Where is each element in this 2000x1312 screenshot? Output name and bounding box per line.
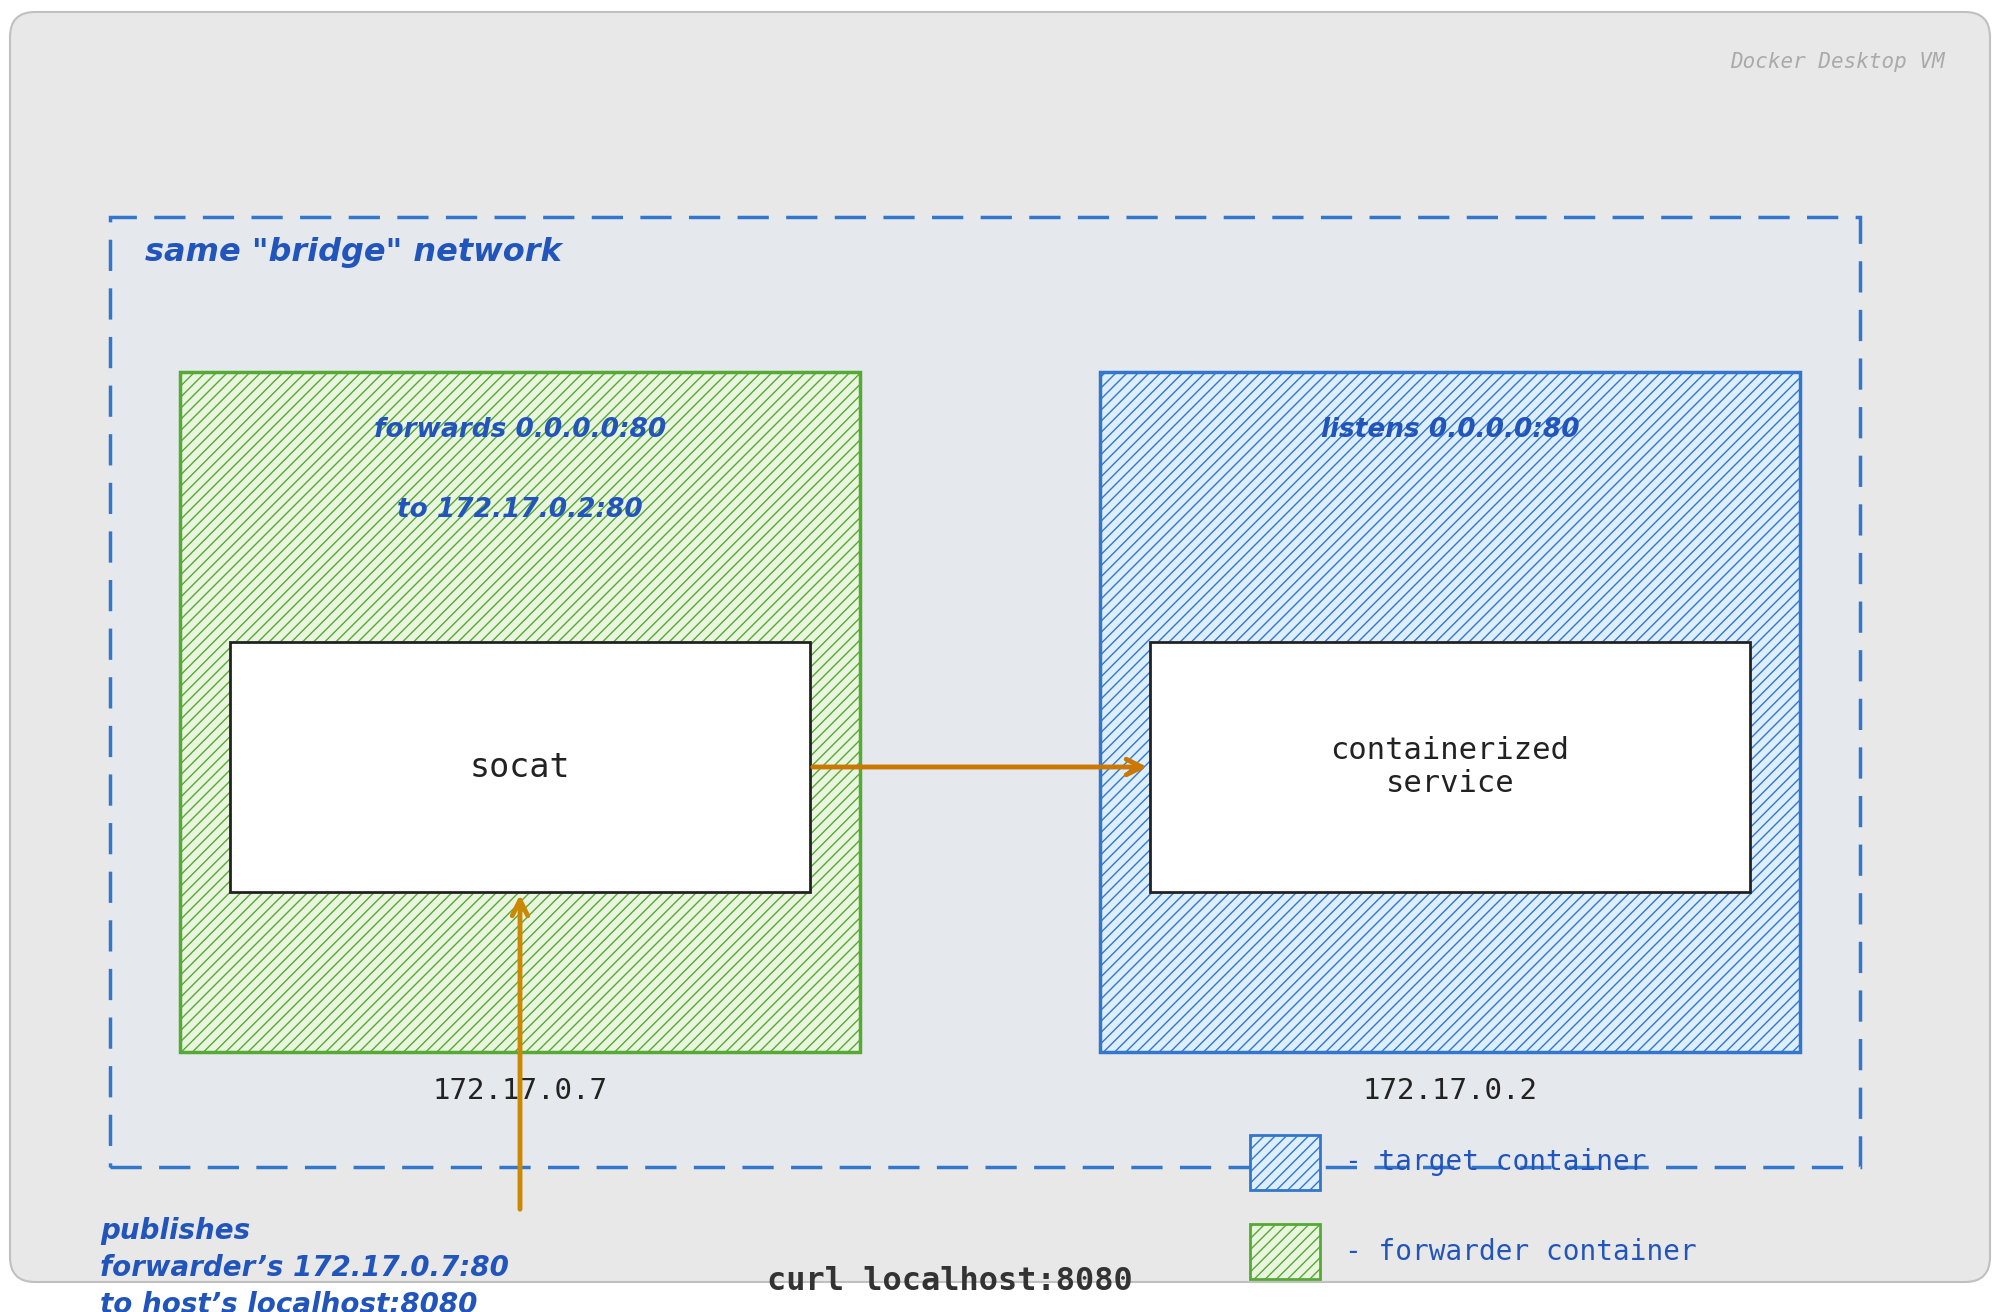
Bar (1100, 373, 1800, 1052)
Text: - forwarder container: - forwarder container (1344, 1239, 1696, 1266)
Text: socat: socat (470, 750, 570, 783)
Text: curl localhost:8080: curl localhost:8080 (768, 1266, 1132, 1298)
Bar (110, 216, 1860, 1166)
Text: 172.17.0.7: 172.17.0.7 (432, 1077, 608, 1105)
Bar (180, 373, 860, 1052)
Text: same "bridge" network: same "bridge" network (146, 237, 562, 268)
Bar (1250, 1135, 1320, 1190)
Bar (1250, 1224, 1320, 1279)
Text: Docker Desktop VM: Docker Desktop VM (1730, 52, 1946, 72)
Text: listens 0.0.0.0:80: listens 0.0.0.0:80 (1320, 417, 1580, 443)
Bar (110, 216, 1860, 1166)
Text: containerized
service: containerized service (1330, 736, 1570, 798)
Bar (180, 373, 860, 1052)
Text: publishes
forwarder’s 172.17.0.7:80
to host’s localhost:8080: publishes forwarder’s 172.17.0.7:80 to h… (100, 1218, 508, 1312)
Text: 172.17.0.2: 172.17.0.2 (1362, 1077, 1538, 1105)
Bar (1250, 1224, 1320, 1279)
Bar (1250, 1135, 1320, 1190)
Text: forwards 0.0.0.0:80: forwards 0.0.0.0:80 (374, 417, 666, 443)
Bar (1100, 373, 1800, 1052)
Text: to 172.17.0.2:80: to 172.17.0.2:80 (398, 497, 642, 523)
FancyBboxPatch shape (10, 12, 1990, 1282)
Text: - target container: - target container (1344, 1148, 1646, 1176)
Bar (1150, 642, 1750, 892)
Bar (230, 642, 810, 892)
